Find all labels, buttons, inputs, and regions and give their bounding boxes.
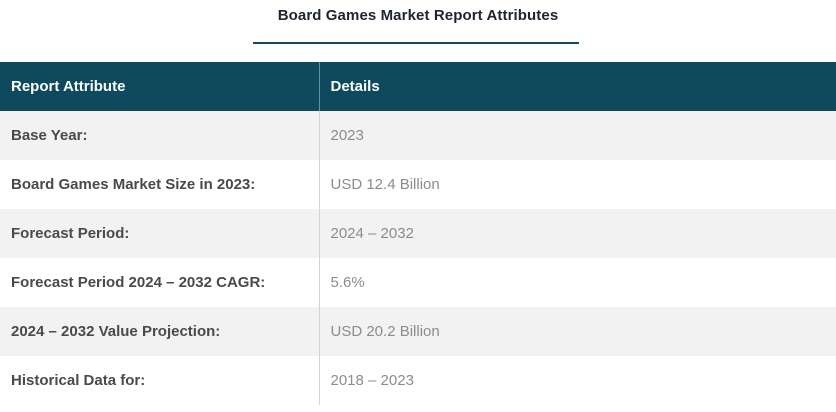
- table-row: 2024 – 2032 Value Projection: USD 20.2 B…: [0, 307, 836, 356]
- title-underline: [253, 42, 579, 44]
- row-detail: USD 20.2 Billion: [318, 307, 836, 356]
- row-detail: USD 12.4 Billion: [318, 160, 836, 209]
- table-header: Report Attribute Details: [0, 62, 836, 111]
- table-body: Base Year: 2023 Board Games Market Size …: [0, 111, 836, 405]
- row-detail: 2024 – 2032: [318, 209, 836, 258]
- row-detail: 2018 – 2023: [318, 356, 836, 405]
- page-title: Board Games Market Report Attributes: [277, 7, 559, 24]
- row-detail: 5.6%: [318, 258, 836, 307]
- row-attribute: Forecast Period:: [0, 209, 319, 258]
- table-row: Base Year: 2023: [0, 111, 836, 160]
- row-attribute: Forecast Period 2024 – 2032 CAGR:: [0, 258, 319, 307]
- table-row: Board Games Market Size in 2023: USD 12.…: [0, 160, 836, 209]
- column-header-attribute: Report Attribute: [0, 62, 319, 111]
- column-header-details: Details: [318, 62, 836, 111]
- table-header-row: Report Attribute Details: [0, 62, 836, 111]
- title-section: Board Games Market Report Attributes: [0, 0, 836, 50]
- table-row: Forecast Period: 2024 – 2032: [0, 209, 836, 258]
- row-attribute: 2024 – 2032 Value Projection:: [0, 307, 319, 356]
- row-attribute: Base Year:: [0, 111, 319, 160]
- row-detail: 2023: [318, 111, 836, 160]
- row-attribute: Historical Data for:: [0, 356, 319, 405]
- table-row: Historical Data for: 2018 – 2023: [0, 356, 836, 405]
- table-row: Forecast Period 2024 – 2032 CAGR: 5.6%: [0, 258, 836, 307]
- report-attributes-table: Report Attribute Details Base Year: 2023…: [0, 62, 836, 405]
- row-attribute: Board Games Market Size in 2023:: [0, 160, 319, 209]
